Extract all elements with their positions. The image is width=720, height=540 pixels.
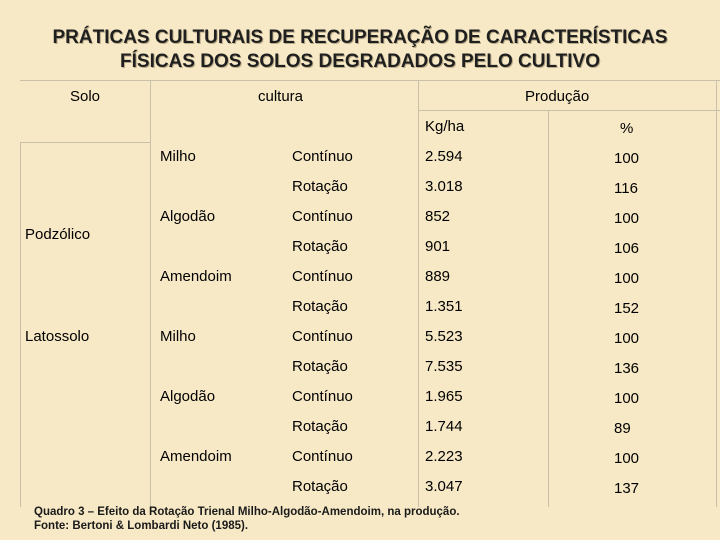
header-kgha: Kg/ha — [425, 118, 465, 135]
crop-label: Algodão — [160, 388, 216, 405]
crop-label: Milho — [160, 328, 196, 345]
system-cell: Contínuo — [292, 208, 353, 225]
soil-label: Latossolo — [25, 328, 90, 345]
crop-label: Amendoim — [160, 268, 232, 285]
table-caption: Quadro 3 – Efeito da Rotação Trienal Mil… — [34, 505, 460, 533]
pct-cell: 100 — [614, 270, 640, 287]
kgha-cell: 5.523 — [425, 328, 463, 345]
system-cell: Rotação — [292, 478, 348, 495]
caption-line-2: Fonte: Bertoni & Lombardi Neto (1985). — [34, 520, 249, 532]
caption-line-1: Quadro 3 – Efeito da Rotação Trienal Mil… — [34, 506, 460, 518]
kgha-cell: 2.223 — [425, 448, 463, 465]
kgha-cell: 1.744 — [425, 418, 463, 435]
kgha-cell: 1.351 — [425, 298, 463, 315]
system-cell: Rotação — [292, 298, 348, 315]
title-line-2: FÍSICAS DOS SOLOS DEGRADADOS PELO CULTIV… — [120, 51, 600, 72]
pct-cell: 100 — [614, 390, 640, 407]
pct-cell: 100 — [614, 210, 640, 227]
pct-cell: 106 — [614, 240, 640, 257]
system-cell: Rotação — [292, 358, 348, 375]
crop-label: Amendoim — [160, 448, 232, 465]
pct-cell: 89 — [614, 420, 631, 437]
kgha-cell: 3.047 — [425, 478, 463, 495]
pct-cell: 137 — [614, 480, 640, 497]
system-cell: Rotação — [292, 418, 348, 435]
header-solo: Solo — [70, 88, 101, 105]
kgha-cell: 3.018 — [425, 178, 463, 195]
pct-cell: 152 — [614, 300, 640, 317]
pct-cell: 100 — [614, 450, 640, 467]
header-producao: Produção — [525, 88, 590, 105]
page-title: PRÁTICAS CULTURAIS DE RECUPERAÇÃO DE CAR… — [0, 26, 720, 74]
pct-cell: 136 — [614, 360, 640, 377]
kgha-cell: 852 — [425, 208, 451, 225]
pct-cell: 100 — [614, 330, 640, 347]
kgha-cell: 889 — [425, 268, 451, 285]
pct-cell: 116 — [614, 180, 638, 197]
title-line-1: PRÁTICAS CULTURAIS DE RECUPERAÇÃO DE CAR… — [52, 27, 668, 48]
pct-cell: 100 — [614, 150, 640, 167]
system-cell: Contínuo — [292, 148, 353, 165]
kgha-cell: 7.535 — [425, 358, 463, 375]
header-pct: % — [620, 120, 634, 137]
soil-label: Podzólico — [25, 226, 91, 243]
system-cell: Rotação — [292, 178, 348, 195]
kgha-cell: 901 — [425, 238, 451, 255]
system-cell: Contínuo — [292, 328, 353, 345]
system-cell: Contínuo — [292, 388, 353, 405]
system-cell: Contínuo — [292, 268, 353, 285]
header-cultura: cultura — [258, 88, 304, 105]
kgha-cell: 2.594 — [425, 148, 463, 165]
system-cell: Rotação — [292, 238, 348, 255]
crop-label: Algodão — [160, 208, 216, 225]
kgha-cell: 1.965 — [425, 388, 463, 405]
system-cell: Contínuo — [292, 448, 353, 465]
crop-label: Milho — [160, 148, 196, 165]
